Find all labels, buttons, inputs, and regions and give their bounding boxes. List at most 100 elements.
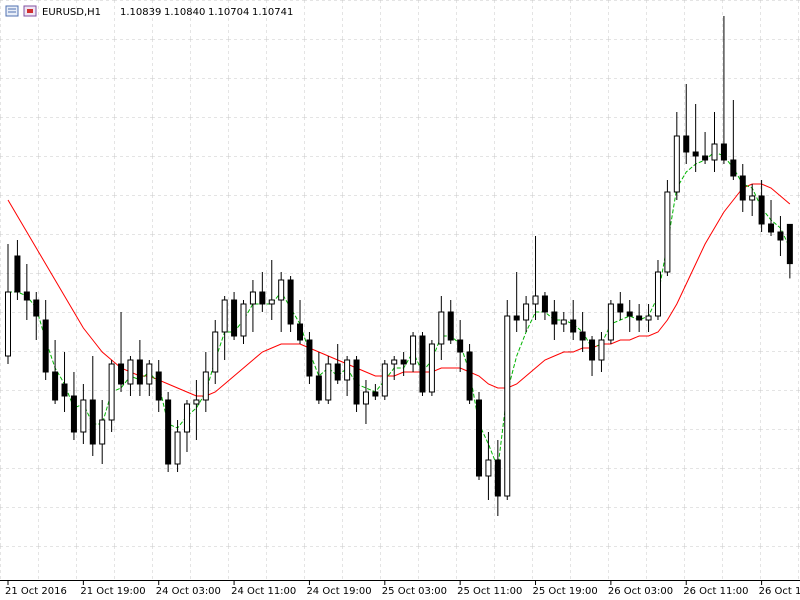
candle-body — [419, 335, 426, 393]
candle-body — [636, 315, 643, 321]
candle-body — [739, 175, 746, 201]
candle-body — [400, 359, 407, 365]
candle-body — [438, 311, 445, 345]
candle-body — [297, 323, 304, 341]
candle-body — [5, 291, 11, 357]
candle-body — [212, 331, 219, 373]
candle-body — [372, 391, 379, 397]
candle-body — [193, 399, 200, 405]
candle-body — [645, 315, 652, 321]
candle-body — [702, 155, 709, 161]
x-tick-label: 25 Oct 11:00 — [457, 586, 522, 597]
candle-body — [673, 135, 680, 193]
candle-body — [146, 363, 153, 385]
x-axis-labels: 21 Oct 2016 21 Oct 19:00 24 Oct 03:00 24 Oc… — [5, 580, 800, 597]
candle-body — [532, 295, 539, 305]
candle-body — [287, 279, 294, 325]
symbol: EURUSD,H1 — [42, 7, 101, 18]
candle-body — [589, 339, 596, 361]
candle-body — [61, 383, 68, 397]
candle-body — [410, 335, 417, 365]
candle-body — [768, 223, 775, 233]
candle-body — [711, 143, 718, 161]
candle-body — [240, 303, 247, 337]
x-tick-label: 26 Oct 11:00 — [683, 586, 748, 597]
candle-body — [23, 291, 30, 301]
x-tick-label: 24 Oct 11:00 — [231, 586, 296, 597]
candle-body — [108, 363, 115, 421]
candle-body — [259, 291, 266, 305]
candle-body — [183, 403, 190, 433]
candle-body — [570, 319, 577, 333]
candle-body — [683, 135, 690, 153]
candle-body — [249, 291, 256, 305]
candle-body — [391, 359, 398, 365]
icon-fill — [27, 9, 33, 13]
candle-body — [221, 299, 228, 333]
icon — [5, 5, 19, 17]
candle-body — [353, 359, 360, 405]
candle-body — [231, 299, 238, 337]
candle-body — [362, 391, 369, 405]
candle-body — [202, 371, 209, 401]
candle-body — [278, 279, 285, 301]
candle-body — [325, 363, 332, 401]
candle-body — [118, 363, 125, 385]
x-tick-label: 21 Oct 19:00 — [80, 586, 145, 597]
candle-body — [749, 195, 756, 201]
candle-body — [42, 319, 49, 373]
candle-body — [579, 331, 586, 341]
candle-body — [777, 231, 784, 241]
candle-body — [315, 375, 322, 401]
candle-body — [720, 143, 727, 161]
candle-body — [786, 223, 793, 265]
header-icons — [5, 5, 37, 17]
candle-body — [730, 159, 737, 177]
x-tick-label: 21 Oct 2016 — [5, 586, 67, 597]
candle-body — [626, 311, 633, 317]
candle-body — [306, 339, 313, 377]
candle-body — [457, 339, 464, 353]
x-tick-label: 25 Oct 19:00 — [533, 586, 598, 597]
grid — [0, 0, 800, 580]
candle-body — [447, 311, 454, 341]
plot-area — [5, 16, 793, 516]
x-tick-label: 24 Oct 19:00 — [306, 586, 371, 597]
candle-body — [80, 399, 87, 433]
candle-body — [476, 399, 482, 477]
candle-body — [485, 459, 492, 477]
candle-body — [607, 303, 614, 341]
candle-body — [70, 395, 77, 433]
candle-body — [654, 271, 661, 317]
quote-high: 1.10840 — [164, 7, 205, 18]
candle-body — [89, 399, 96, 445]
candle-body — [758, 195, 765, 225]
candle-body — [344, 359, 351, 381]
candle-body — [14, 255, 21, 293]
quote-open: 1.10839 — [120, 7, 161, 18]
candle-body — [52, 371, 59, 401]
candle-body — [617, 303, 624, 313]
candle-body — [428, 343, 435, 393]
candle-body — [174, 431, 181, 465]
candle-body — [165, 399, 172, 465]
candle-body — [494, 459, 501, 497]
candle-body — [523, 303, 530, 321]
candle-body — [136, 359, 143, 385]
quote-close: 1.10741 — [252, 7, 293, 18]
candle-body — [155, 371, 162, 401]
candle-body — [692, 151, 699, 157]
x-tick-label: 26 Oct 1 — [759, 586, 800, 597]
candle-body — [127, 359, 134, 385]
candle-body — [541, 295, 548, 313]
candle-body — [598, 339, 605, 361]
candle-body — [99, 419, 106, 445]
candle-body — [664, 191, 671, 273]
candle-body — [504, 315, 511, 497]
x-tick-label: 26 Oct 03:00 — [608, 586, 673, 597]
x-tick-label: 24 Oct 03:00 — [156, 586, 221, 597]
candle-body — [466, 351, 473, 401]
candle-body — [560, 319, 567, 325]
